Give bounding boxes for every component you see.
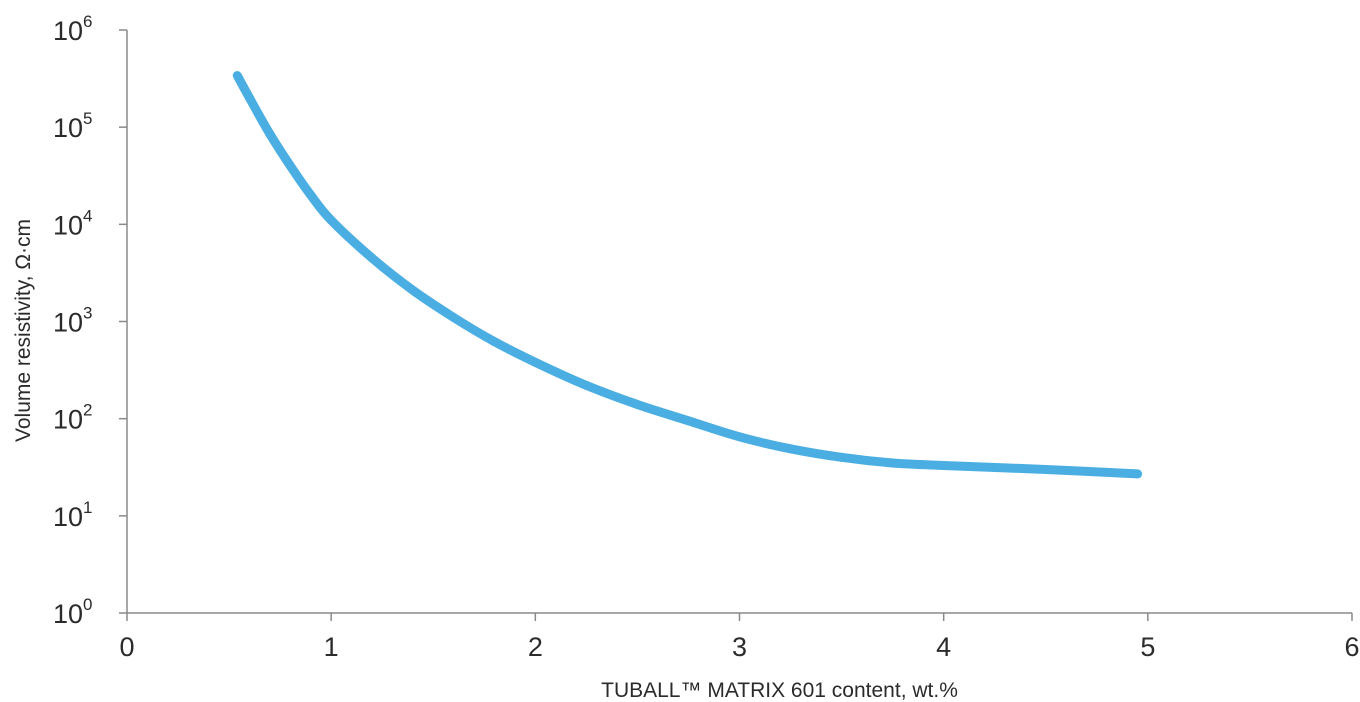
data-point <box>530 357 540 367</box>
y-tick-base: 10 <box>53 16 83 46</box>
y-tick-label: 104 <box>53 206 93 240</box>
series-line-0 <box>233 73 1138 479</box>
y-tick-label: 106 <box>53 12 93 46</box>
data-point <box>1133 469 1143 479</box>
plot-area <box>232 71 1143 479</box>
y-tick-exponent: 6 <box>83 12 92 31</box>
x-tick-label: 1 <box>324 632 339 662</box>
y-tick-base: 10 <box>53 113 83 143</box>
x-axis: 0 1 2 3 4 5 6 <box>119 612 1360 662</box>
data-point <box>449 312 459 322</box>
y-tick-exponent: 0 <box>83 595 92 614</box>
x-tick-label: 0 <box>119 632 134 662</box>
y-tick-label: 105 <box>53 109 93 143</box>
data-point <box>408 285 418 295</box>
y-tick-exponent: 4 <box>83 206 92 225</box>
x-tick-label: 5 <box>1140 632 1155 662</box>
data-point <box>306 190 316 200</box>
y-tick-base: 10 <box>53 599 83 629</box>
y-tick-label: 102 <box>53 401 93 435</box>
data-point <box>1041 464 1051 474</box>
data-point <box>683 416 693 426</box>
data-point <box>632 399 642 409</box>
data-point <box>285 161 295 171</box>
data-point <box>367 253 377 263</box>
y-tick-exponent: 5 <box>83 109 92 128</box>
data-point <box>581 380 591 390</box>
data-point <box>326 215 336 225</box>
x-tick-label: 4 <box>936 632 951 662</box>
y-tick-base: 10 <box>53 210 83 240</box>
y-tick-base: 10 <box>53 308 83 338</box>
data-point <box>939 460 949 470</box>
y-tick-base: 10 <box>53 405 83 435</box>
y-axis-title: Volume resistivity, Ω·cm <box>12 219 35 442</box>
data-point <box>837 452 847 462</box>
y-tick-label: 103 <box>53 304 93 338</box>
y-tick-exponent: 1 <box>83 498 92 517</box>
data-point <box>232 71 242 81</box>
data-point <box>490 337 499 347</box>
x-tick-label: 3 <box>732 632 747 662</box>
x-axis-title: TUBALL™ MATRIX 601 content, wt.% <box>601 679 958 702</box>
y-tick-label: 101 <box>53 498 93 532</box>
data-point <box>245 93 254 103</box>
y-tick-exponent: 3 <box>83 304 92 323</box>
y-tick-label: 100 <box>53 595 93 629</box>
data-point <box>735 432 744 442</box>
data-point <box>786 444 796 454</box>
data-point <box>888 458 898 468</box>
y-tick-base: 10 <box>53 502 83 532</box>
data-point <box>265 129 275 139</box>
x-tick-label: 6 <box>1344 632 1359 662</box>
y-tick-exponent: 2 <box>83 401 92 420</box>
x-tick-label: 2 <box>528 632 543 662</box>
